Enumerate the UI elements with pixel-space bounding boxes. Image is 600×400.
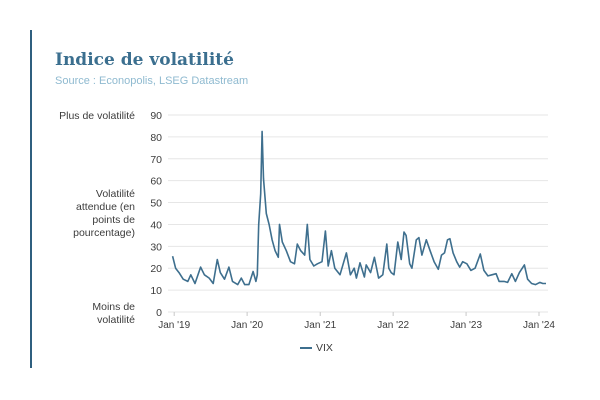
side-label-high-volatility: Plus de volatilité xyxy=(59,110,135,122)
y-tick-label: 80 xyxy=(150,132,162,144)
series-line-vix xyxy=(171,130,546,286)
x-tick-label: Jan '20 xyxy=(231,320,263,331)
chart-title: Indice de volatilité xyxy=(55,50,234,70)
y-tick-label: 50 xyxy=(150,198,162,210)
x-tick-label: Jan '23 xyxy=(450,320,482,331)
y-tick-label: 90 xyxy=(150,110,162,122)
y-tick-label: 60 xyxy=(150,176,162,188)
x-tick-label: Jan '21 xyxy=(304,320,336,331)
accent-bar xyxy=(30,30,32,368)
legend-label-vix: VIX xyxy=(316,342,333,354)
legend-swatch-vix xyxy=(300,347,312,349)
y-tick-labels: 0 10 20 30 40 50 60 70 80 90 xyxy=(150,110,162,319)
y-tick-label: 20 xyxy=(150,263,162,275)
chart-source: Source : Econopolis, LSEG Datastream xyxy=(55,75,249,87)
x-tick-labels: Jan '19 Jan '20 Jan '21 Jan '22 Jan '23 Jan '… xyxy=(158,312,555,331)
x-tick-label: Jan '22 xyxy=(377,320,409,331)
y-tick-label: 0 xyxy=(156,307,162,319)
side-label-expected-volatility: Volatilité attendue (en points de pource… xyxy=(73,188,135,239)
y-tick-label: 40 xyxy=(150,219,162,231)
series-layer xyxy=(171,130,546,286)
legend: VIX xyxy=(300,342,333,354)
x-tick-label: Jan '24 xyxy=(523,320,555,331)
grid-layer xyxy=(168,114,548,313)
y-tick-label: 10 xyxy=(150,285,162,297)
y-tick-label: 70 xyxy=(150,154,162,166)
side-label-low-volatility: Moins de volatilité xyxy=(92,301,135,326)
x-tick-label: Jan '19 xyxy=(158,320,190,331)
y-tick-label: 30 xyxy=(150,241,162,253)
